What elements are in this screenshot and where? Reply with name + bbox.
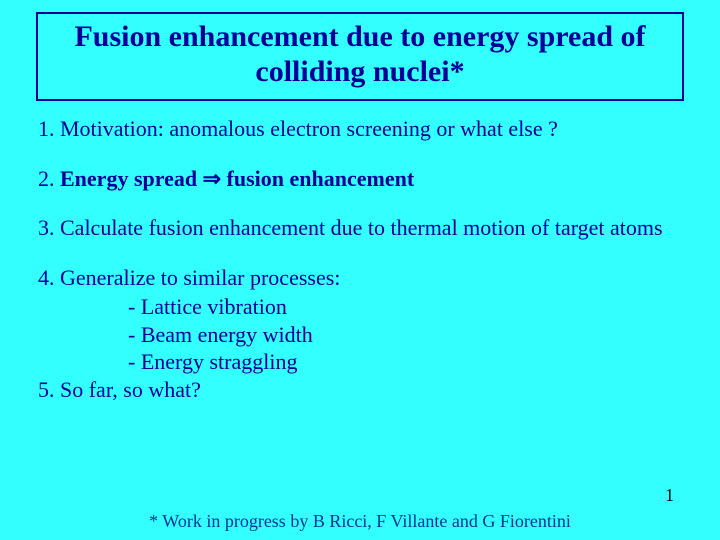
slide-title: Fusion enhancement due to energy spread …	[48, 20, 672, 89]
point-2: 2. Energy spread ⇒ fusion enhancement	[38, 165, 682, 193]
point-4b: - Beam energy width	[38, 321, 682, 349]
point-2-prefix: 2.	[38, 166, 60, 191]
arrow-icon: ⇒	[203, 166, 221, 191]
point-4: 4. Generalize to similar processes:	[38, 264, 682, 292]
point-2-term-a: Energy spread	[60, 166, 203, 191]
point-3: 3. Calculate fusion enhancement due to t…	[38, 214, 682, 242]
point-2-term-b: fusion enhancement	[221, 166, 414, 191]
slide: Fusion enhancement due to energy spread …	[0, 0, 720, 540]
point-4a: - Lattice vibration	[38, 293, 682, 321]
slide-body: 1. Motivation: anomalous electron screen…	[30, 115, 690, 403]
point-5: 5. So far, so what?	[38, 376, 682, 404]
point-4c: - Energy straggling	[38, 348, 682, 376]
point-1: 1. Motivation: anomalous electron screen…	[38, 115, 682, 143]
title-box: Fusion enhancement due to energy spread …	[36, 12, 684, 101]
footnote: * Work in progress by B Ricci, F Villant…	[0, 511, 720, 532]
page-number: 1	[665, 485, 674, 506]
